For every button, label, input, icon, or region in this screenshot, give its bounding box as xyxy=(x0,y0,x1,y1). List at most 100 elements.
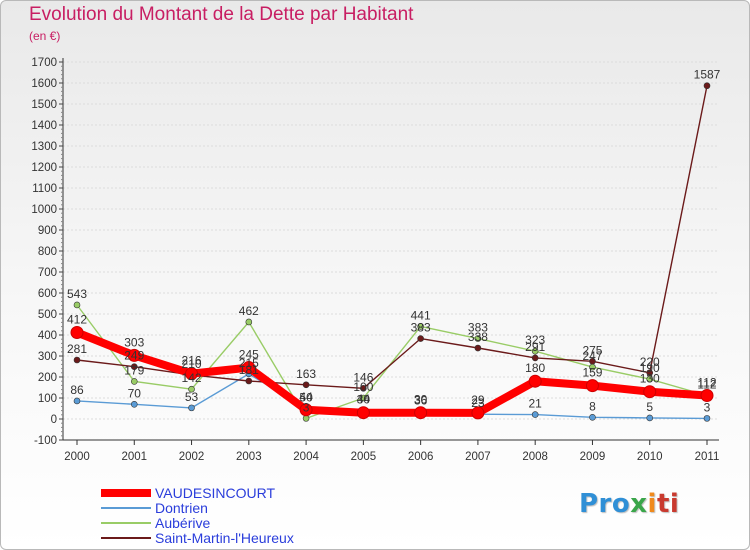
data-point xyxy=(130,378,138,385)
x-tick-label: 2011 xyxy=(695,451,720,463)
data-point xyxy=(585,379,599,393)
series-line xyxy=(76,84,708,389)
legend-label: Saint-Martin-l'Heureux xyxy=(155,530,294,546)
x-tick-label: 2009 xyxy=(580,451,606,463)
data-label: 338 xyxy=(468,330,488,344)
data-point xyxy=(73,397,81,405)
data-point xyxy=(245,318,253,326)
data-point xyxy=(130,363,138,371)
data-point xyxy=(531,354,539,362)
y-tick-label: 1400 xyxy=(31,120,57,132)
data-label: 53 xyxy=(185,390,199,404)
data-label: 383 xyxy=(411,321,431,335)
grid xyxy=(63,61,719,441)
data-point xyxy=(414,406,428,420)
x-tick-label: 2004 xyxy=(293,451,319,463)
y-tick-label: 400 xyxy=(38,330,57,342)
y-tick-label: 1500 xyxy=(31,99,57,111)
data-label: 50 xyxy=(299,391,313,405)
data-label: 5 xyxy=(646,400,653,414)
data-point xyxy=(417,335,424,342)
data-label: 281 xyxy=(67,342,87,356)
logo-part: Pro xyxy=(579,489,631,519)
data-point xyxy=(73,356,81,364)
series-lines xyxy=(70,82,714,422)
data-point xyxy=(589,414,596,421)
data-point xyxy=(188,404,195,412)
data-point xyxy=(471,406,485,420)
data-point xyxy=(646,414,654,422)
series-line xyxy=(73,328,711,417)
data-point xyxy=(531,347,539,355)
x-tick-label: 2000 xyxy=(64,451,90,463)
data-point xyxy=(70,325,84,339)
y-tick-label: 200 xyxy=(38,372,57,384)
data-label: 1587 xyxy=(694,68,721,82)
data-label: 100 xyxy=(353,380,373,394)
x-tick-label: 2002 xyxy=(179,451,205,463)
data-point xyxy=(130,400,138,408)
y-tick-label: 600 xyxy=(38,288,57,300)
data-point xyxy=(299,403,313,417)
y-axis-ticks: -100 0 100 200 300 400 500 600 700 800 900 1000 1100… xyxy=(31,57,63,447)
data-label: 70 xyxy=(128,386,142,400)
data-point xyxy=(127,348,141,362)
data-point xyxy=(703,82,711,90)
data-label: 112 xyxy=(697,377,716,391)
data-label: 3 xyxy=(704,400,711,414)
proxiti-logo: Proxiti xyxy=(579,489,679,519)
data-label: 159 xyxy=(582,366,602,380)
data-label: 441 xyxy=(411,308,431,322)
series-line xyxy=(76,304,708,420)
x-tick-label: 2008 xyxy=(522,451,548,463)
data-point xyxy=(528,374,542,388)
data-point xyxy=(646,369,654,377)
chart-subtitle: (en €) xyxy=(29,29,61,43)
x-tick-label: 2003 xyxy=(236,451,262,463)
data-label: 249 xyxy=(124,349,144,363)
data-label: 3 xyxy=(303,400,310,414)
data-point xyxy=(703,415,711,422)
data-label: 303 xyxy=(124,335,144,349)
data-label: 36 xyxy=(414,393,428,407)
x-axis-ticks: 2000 2001 2002 2003 2004 2005 2006 2007 2008 2009… xyxy=(64,440,719,463)
data-point xyxy=(417,323,424,330)
data-point xyxy=(185,367,199,381)
data-label: 462 xyxy=(239,304,259,318)
legend-label: Dontrien xyxy=(155,500,208,516)
data-label: 112 xyxy=(697,375,716,389)
data-point xyxy=(245,377,253,385)
data-point xyxy=(188,385,195,393)
data-point xyxy=(356,406,370,420)
data-point xyxy=(531,411,539,418)
data-point xyxy=(589,357,596,365)
data-label: 210 xyxy=(182,357,202,371)
legend-label: VAUDESINCOURT xyxy=(155,485,276,501)
x-tick-label: 2005 xyxy=(351,451,377,463)
data-label: 23 xyxy=(471,396,485,410)
data-label: 245 xyxy=(239,348,259,362)
chart-title: Evolution du Montant de la Dette par Hab… xyxy=(29,4,414,25)
logo-part: i xyxy=(647,489,657,519)
y-tick-label: 1600 xyxy=(31,78,57,90)
data-label: 323 xyxy=(525,333,545,347)
y-tick-label: 0 xyxy=(51,414,57,426)
y-tick-label: 1300 xyxy=(31,141,57,153)
x-tick-label: 2007 xyxy=(465,451,491,463)
x-tick-label: 2006 xyxy=(408,451,434,463)
data-label: 180 xyxy=(525,361,545,375)
legend-label: Aubérive xyxy=(155,515,210,531)
data-label: 130 xyxy=(640,372,660,386)
data-label: 146 xyxy=(353,370,373,384)
data-label: 215 xyxy=(239,356,259,370)
x-tick-label: 2010 xyxy=(637,451,663,463)
data-label: 142 xyxy=(182,371,202,385)
y-tick-label: 100 xyxy=(38,393,57,405)
data-label: 163 xyxy=(296,367,316,381)
data-point xyxy=(474,335,482,342)
y-tick-label: 300 xyxy=(38,351,57,363)
legend: VAUDESINCOURTDontrienAubériveSaint-Marti… xyxy=(101,485,294,546)
